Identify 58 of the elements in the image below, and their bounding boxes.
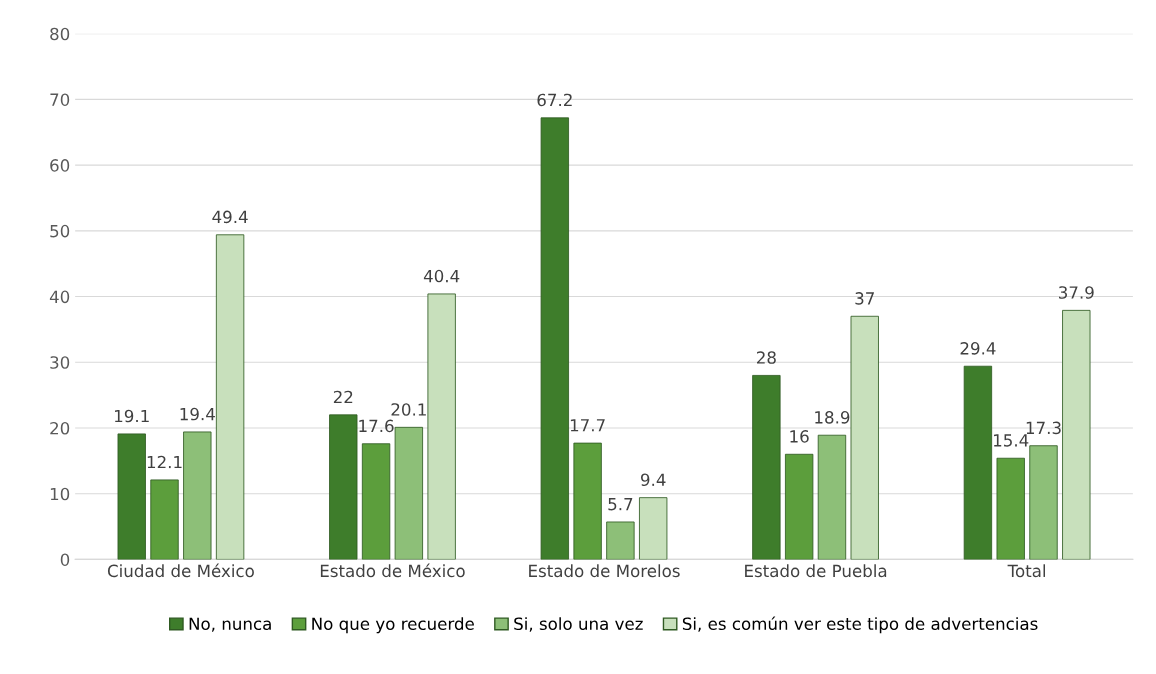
- data-label: 9.4: [640, 473, 666, 487]
- data-label: 15.4: [993, 434, 1029, 447]
- data-label: 20.1: [391, 403, 426, 416]
- bar: [996, 457, 1025, 560]
- data-label: 67.2: [537, 93, 572, 107]
- bar: [1062, 309, 1091, 560]
- data-label: 17.7: [570, 419, 605, 432]
- bar: [117, 433, 146, 560]
- y-tick-label: 60: [50, 159, 70, 172]
- bar: [784, 453, 814, 560]
- x-tick-label: Ciudad de México: [107, 563, 254, 578]
- y-tick-label: 0: [60, 553, 70, 566]
- data-label: 5.7: [608, 498, 633, 511]
- bar: [639, 497, 668, 560]
- bar: [817, 434, 847, 560]
- bar: [394, 426, 424, 560]
- y-tick-label: 40: [49, 290, 70, 304]
- y-tick-label: 10: [50, 487, 70, 501]
- data-label: 17.3: [1026, 421, 1061, 435]
- bar: [963, 365, 993, 560]
- bar: [361, 443, 391, 560]
- data-label: 37: [855, 292, 874, 305]
- legend-label: No que yo recuerde: [312, 617, 474, 634]
- x-tick-label: Estado de México: [320, 563, 465, 578]
- bar: [150, 479, 179, 560]
- data-label: 28: [756, 351, 776, 364]
- y-tick-label: 70: [50, 93, 70, 106]
- x-tick-label: Estado de Puebla: [745, 564, 887, 578]
- data-label: 40.4: [423, 269, 460, 283]
- x-tick-label: Total: [1007, 564, 1046, 578]
- data-label: 16: [790, 430, 809, 443]
- data-label: 17.6: [359, 419, 394, 433]
- x-tick-label: Estado de Morelos: [529, 564, 680, 578]
- data-label: 19.1: [115, 409, 149, 423]
- legend-label: Si, solo una vez: [514, 617, 643, 632]
- legend-label: No, nunca: [189, 617, 271, 632]
- bar: [183, 431, 212, 560]
- bar: [329, 414, 358, 560]
- data-label: 12.1: [147, 455, 182, 469]
- data-label: 49.4: [212, 210, 248, 224]
- bar: [606, 521, 635, 560]
- data-label: 18.9: [815, 411, 850, 424]
- bar: [752, 375, 781, 560]
- bar: [573, 442, 602, 560]
- y-tick-label: 30: [50, 356, 70, 369]
- y-tick-label: 50: [50, 224, 70, 238]
- bar: [1029, 445, 1058, 560]
- legend-label: Si, es común ver este tipo de advertencias: [682, 616, 1038, 634]
- bar: [850, 315, 879, 560]
- data-label: 29.4: [960, 342, 996, 355]
- y-tick-label: 80: [50, 27, 70, 41]
- bar: [540, 117, 569, 560]
- y-tick-label: 20: [50, 421, 70, 435]
- data-label: 22: [333, 390, 353, 404]
- data-label: 19.4: [180, 407, 215, 421]
- bar: [215, 234, 245, 560]
- data-label: 37.9: [1059, 286, 1094, 299]
- bar: [427, 293, 456, 560]
